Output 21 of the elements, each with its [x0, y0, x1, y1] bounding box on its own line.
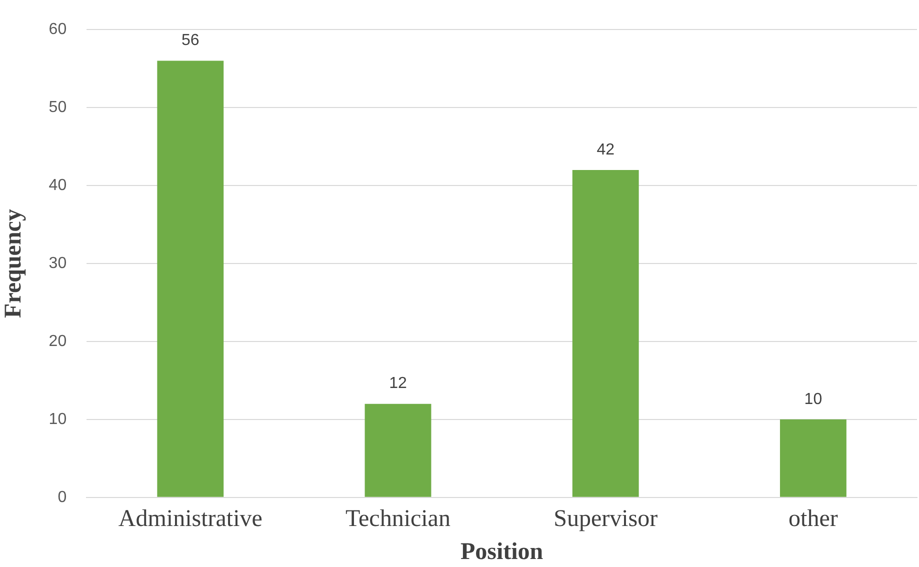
y-tick-label: 0 — [58, 488, 67, 506]
y-tick-label: 30 — [48, 254, 67, 272]
x-tick-label: Supervisor — [554, 506, 658, 532]
y-tick-label: 40 — [48, 176, 67, 194]
bar — [157, 60, 224, 497]
x-tick-label: other — [788, 506, 838, 532]
y-tick-label: 10 — [48, 410, 67, 428]
bar — [364, 404, 432, 497]
y-tick-label: 20 — [48, 332, 67, 350]
y-tick-label: 50 — [48, 98, 67, 116]
x-tick-label: Technician — [346, 506, 450, 532]
data-label: 42 — [596, 141, 615, 158]
data-label: 12 — [389, 375, 407, 392]
x-axis-title: Position — [460, 538, 544, 565]
bar — [572, 170, 639, 497]
x-tick-label: Administrative — [118, 506, 262, 532]
y-axis-title: Frequency — [0, 209, 27, 318]
y-tick-label: 60 — [48, 21, 67, 38]
data-label: 56 — [182, 32, 200, 50]
bar — [780, 419, 846, 497]
data-label: 10 — [804, 390, 822, 408]
